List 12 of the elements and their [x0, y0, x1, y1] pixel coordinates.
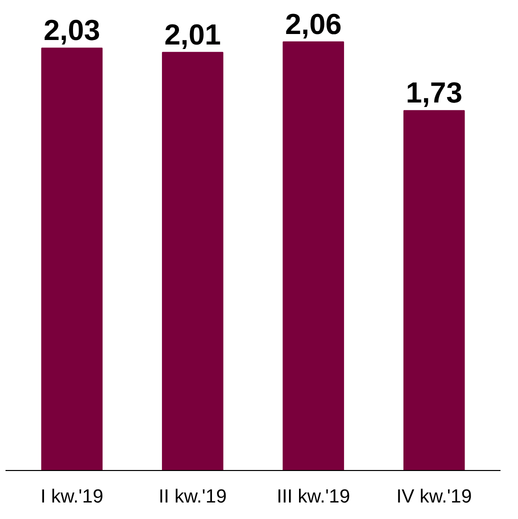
data-label: 2,01: [164, 19, 221, 52]
data-label: 2,03: [44, 15, 100, 48]
bar: [282, 41, 344, 470]
x-tick-label: IV kw.'19: [396, 486, 472, 508]
bar: [162, 52, 224, 470]
bar: [41, 48, 103, 470]
data-label: 2,06: [285, 8, 342, 41]
bar: [403, 110, 465, 470]
data-label: 1,73: [406, 78, 462, 110]
x-tick-label: I kw.'19: [40, 486, 104, 508]
x-tick-label: II kw.'19: [158, 486, 227, 508]
x-tick-label: III kw.'19: [276, 486, 350, 508]
